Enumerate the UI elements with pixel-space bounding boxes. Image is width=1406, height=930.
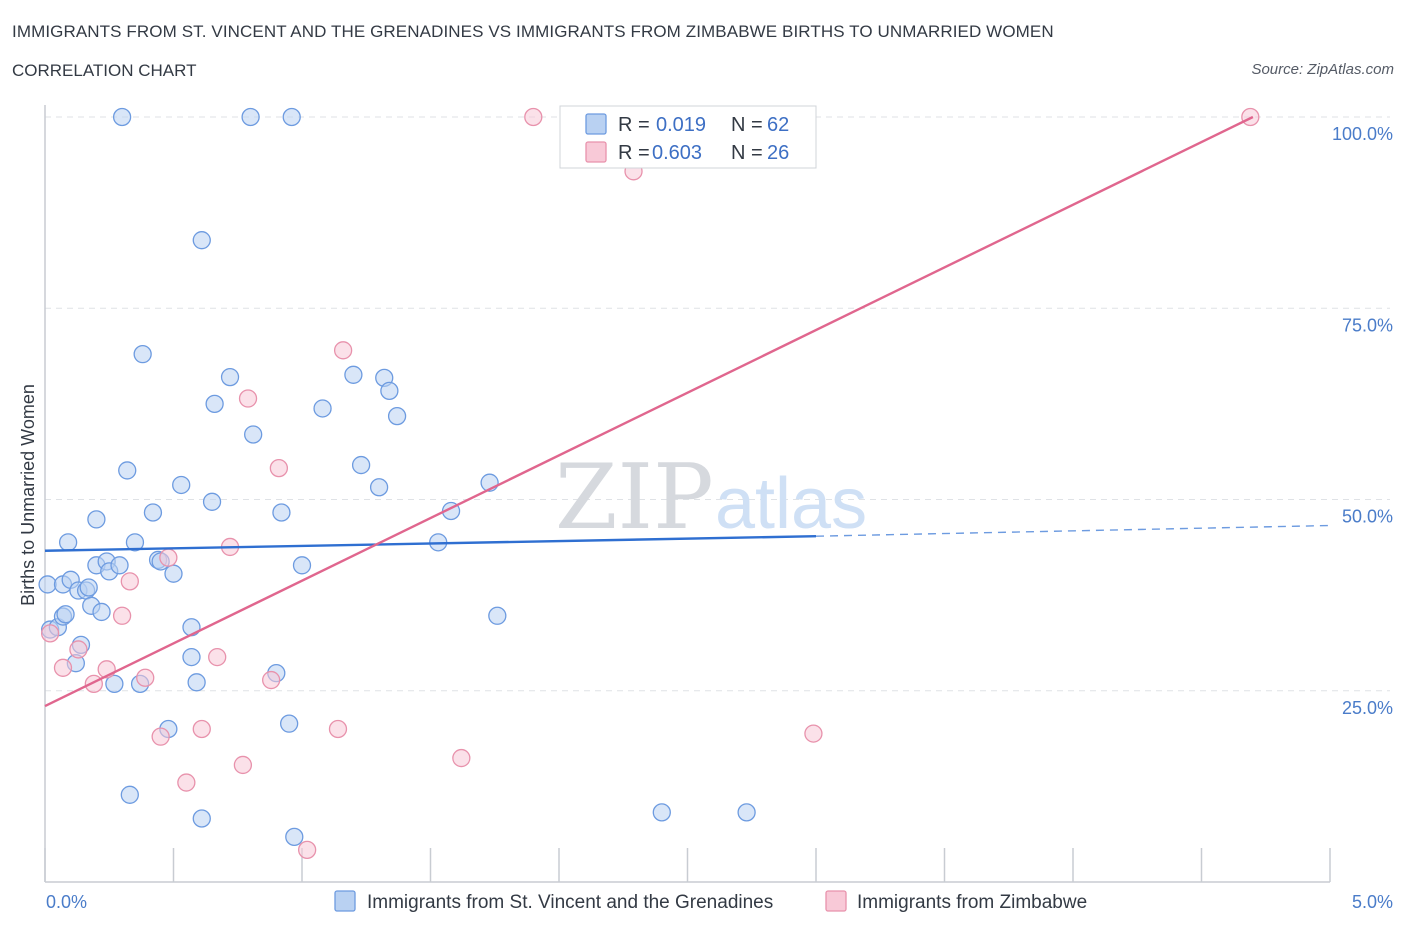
legend-r-label-1: R = [618,114,650,136]
legend-n-label-1: N = [731,114,763,136]
data-point [125,533,145,552]
data-point [40,624,60,643]
y-tick-label-2: 75.0% [1342,315,1393,335]
y-tick-label-1: 50.0% [1342,507,1393,527]
data-point [369,478,389,497]
data-point [279,714,299,733]
data-point [92,602,111,622]
data-point [192,231,211,250]
x-tick-label-0: 0.0% [46,892,87,912]
chart-title: IMMIGRANTS FROM ST. VINCENT AND THE GREN… [12,22,1054,41]
y-tick-label-0: 25.0% [1342,698,1393,718]
source-label: Source: ZipAtlas.com [1251,61,1394,78]
legend-n-label-2: N = [731,142,763,164]
data-point [205,394,224,414]
data-point [69,640,88,659]
data-point [192,809,211,828]
legend-n-value-1: 62 [767,114,789,136]
chart-subtitle: CORRELATION CHART [12,61,197,80]
series-legend: Immigrants from St. Vincent and the Gren… [334,890,1087,913]
data-point [143,503,163,522]
trend-line-zimbabwe [44,115,1254,708]
data-point [120,785,139,804]
data-point [112,606,132,625]
data-point [452,748,471,768]
data-point [118,461,137,480]
data-point [272,503,291,522]
series-0-points [38,107,756,847]
data-point [297,840,317,860]
data-point [151,727,170,746]
data-point [56,605,75,624]
data-point [233,755,253,775]
trend-line-stvincent-extension [815,524,1331,537]
data-point [172,475,191,495]
legend-n-value-2: 26 [767,142,789,164]
x-tick-label-1: 5.0% [1352,892,1393,912]
data-point [136,668,155,687]
trend-lines [44,115,1331,708]
watermark: ZIP atlas [555,445,867,550]
legend-swatch-stvincent [585,113,607,135]
data-point [79,578,98,597]
data-point [208,647,227,667]
data-point [159,548,178,567]
legend-r-value-2: 0.603 [652,142,702,164]
data-point [241,107,260,127]
data-point [488,606,507,625]
legend-r-value-1: 0.019 [656,114,706,136]
series-legend-label-stvincent: Immigrants from St. Vincent and the Gren… [367,892,773,913]
series-legend-swatch-zimbabwe [825,890,847,912]
x-tick-labels: 0.0% 5.0% [46,892,1393,912]
data-point [262,670,281,690]
trend-line-stvincent [44,535,817,552]
y-tick-labels: 25.0% 50.0% 75.0% 100.0% [1332,124,1393,718]
data-point [333,341,353,360]
data-point [120,572,139,591]
data-point [285,827,304,847]
y-axis-label: Births to Unmarried Women [18,384,38,606]
data-point [269,458,289,478]
legend-swatch-zimbabwe [585,141,607,163]
data-point [182,618,201,637]
data-point [282,107,301,127]
data-point [105,674,124,694]
data-point [313,399,332,418]
data-point [328,719,348,739]
data-point [177,773,196,792]
data-point [192,719,211,739]
data-point [737,803,756,822]
data-point [133,344,152,364]
data-point [387,406,407,426]
data-point [202,492,222,511]
data-point [292,556,312,575]
data-point [351,455,371,475]
correlation-legend: R = 0.019 N = 62 R = 0.603 N = 26 [559,105,817,169]
data-point [112,107,132,127]
data-point [244,425,263,444]
data-point [87,510,106,529]
watermark-atlas: atlas [715,464,867,544]
data-point [38,575,57,594]
data-point [380,381,399,401]
data-point [220,367,240,387]
legend-r-label-2: R = [618,142,650,164]
data-point [53,658,73,677]
data-point [58,533,78,552]
data-point [187,673,206,692]
watermark-zip: ZIP [555,445,714,550]
data-point [238,389,258,408]
series-legend-label-zimbabwe: Immigrants from Zimbabwe [857,892,1087,913]
y-tick-label-3: 100.0% [1332,124,1393,144]
axes [44,105,1331,883]
data-point [804,724,823,743]
data-point [164,564,183,583]
data-point [344,365,363,384]
data-point [182,647,201,667]
series-legend-swatch-stvincent [334,890,356,912]
data-point [652,803,671,822]
data-point [110,556,129,575]
data-point [524,107,543,127]
